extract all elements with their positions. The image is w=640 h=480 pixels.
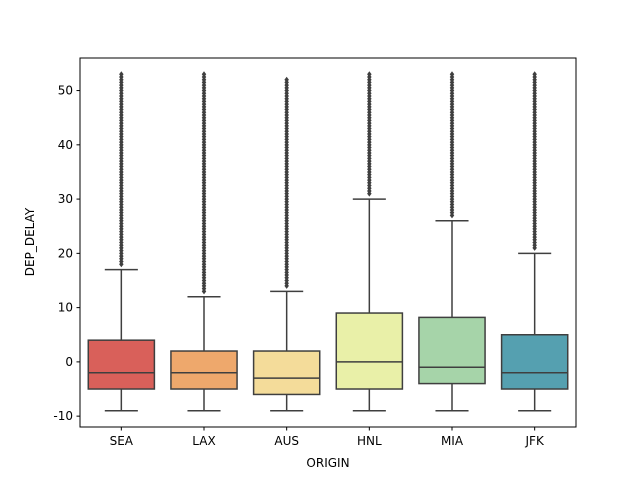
outlier-point [119,71,124,78]
x-axis: SEA LAX AUS HNL MIA JFK [110,427,545,448]
axes-frame [79,57,577,428]
outlier-point [532,71,537,78]
x-tick-label: HNL [357,434,382,448]
outlier-point [449,71,455,78]
x-tick-label: JFK [525,434,545,448]
x-tick-label: MIA [441,434,464,448]
box-group-lax [170,71,238,412]
box [170,350,238,390]
box-group-mia [418,71,486,412]
y-axis: -10 0 10 20 30 40 50 [53,84,80,423]
y-tick-label: 30 [58,192,73,206]
y-tick-label: -10 [53,409,73,423]
box [252,350,321,396]
y-axis-label: DEP_DELAY [23,207,37,276]
y-tick-label: 20 [58,246,73,260]
y-tick-label: 50 [58,84,73,98]
box-group-jfk [500,71,569,412]
box [418,316,486,385]
box-group-sea [87,71,156,412]
x-tick-label: SEA [110,434,134,448]
outlier-point [201,71,207,78]
x-tick-label: AUS [274,434,299,448]
x-axis-label: ORIGIN [306,456,349,470]
outlier-point [284,76,289,83]
x-tick-label: LAX [192,434,215,448]
box [87,339,156,390]
y-tick-label: 10 [58,301,73,315]
outlier-point [367,71,372,78]
y-tick-label: 0 [65,355,73,369]
y-tick-label: 40 [58,138,73,152]
box [335,312,404,390]
box-group-aus [252,76,321,412]
plot-area [87,71,569,412]
box [500,334,569,390]
box-group-hnl [335,71,404,412]
